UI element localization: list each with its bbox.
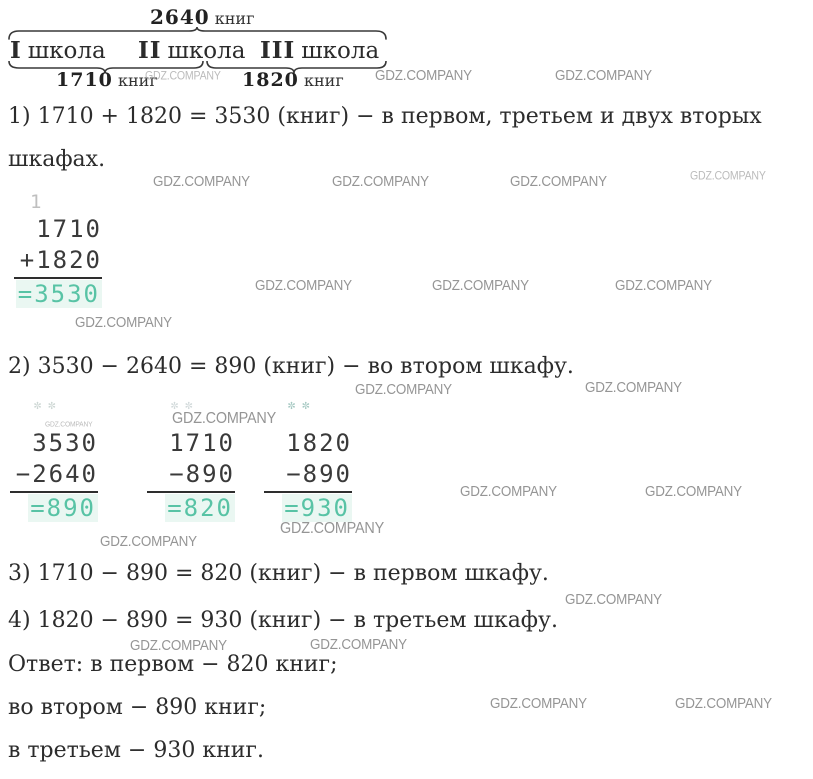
watermark: GDZ.COMPANY	[565, 590, 662, 607]
watermark: GDZ.COMPANY	[100, 532, 197, 549]
borrow-marks: ✼✼	[34, 398, 63, 412]
school-2-name: школа	[167, 38, 246, 64]
answer-line-2: во втором − 890 книг;	[8, 695, 267, 720]
watermark: GDZ.COMPANY	[490, 694, 587, 711]
watermark: GDZ.COMPANY	[645, 482, 742, 499]
subtraction-top: 1710	[169, 429, 235, 457]
subtraction-top: 1820	[286, 429, 352, 457]
watermark: GDZ.COMPANY	[45, 421, 93, 429]
subtraction-rule	[10, 491, 98, 493]
step-2-text: 2) 3530 − 2640 = 890 (книг) − во втором …	[8, 354, 574, 379]
subtraction-result: =890	[28, 494, 98, 522]
addition-operand: +1820	[19, 246, 102, 274]
brace-bottom-left	[8, 61, 204, 74]
step-4-text: 4) 1820 − 890 = 930 (книг) − в третьем ш…	[8, 608, 558, 633]
watermark: GDZ.COMPANY	[615, 276, 712, 293]
watermark: GDZ.COMPANY	[690, 170, 766, 183]
subtraction-rule	[264, 491, 352, 493]
watermark: GDZ.COMPANY	[510, 172, 607, 189]
school-1-numeral: I	[10, 37, 22, 64]
watermark: GDZ.COMPANY	[675, 694, 772, 711]
school-3-name: школа	[301, 38, 380, 64]
watermark: GDZ.COMPANY	[310, 635, 407, 652]
diagram-left-label: 1710 книг	[56, 69, 158, 91]
watermark: GDZ.COMPANY	[375, 66, 472, 83]
diagram-right-label: 1820 книг	[242, 69, 344, 91]
left-books-unit: книг	[117, 71, 158, 90]
answer-line-3: в третьем − 930 книг.	[8, 738, 264, 763]
right-books-unit: книг	[303, 71, 344, 90]
subtraction-result: =820	[165, 494, 235, 522]
brace-bottom-right	[206, 61, 387, 74]
subtraction-operand: −2640	[15, 460, 98, 488]
school-1-name: школа	[27, 38, 106, 64]
addition-top: 1710	[36, 215, 102, 243]
watermark: GDZ.COMPANY	[585, 378, 682, 395]
column-addition: 1 1710 +1820 =3530	[14, 190, 102, 310]
borrow-marks: ✼✼	[288, 398, 317, 412]
watermark: GDZ.COMPANY	[432, 276, 529, 293]
diagram-total-label: 2640 книг	[150, 5, 254, 29]
school-3-numeral: III	[260, 37, 296, 64]
subtraction-operand: −890	[286, 460, 352, 488]
answer-line-1: Ответ: в первом − 820 книг;	[8, 652, 338, 677]
step-3-text: 3) 1710 − 890 = 820 (книг) − в первом шк…	[8, 561, 549, 586]
subtraction-result: =930	[282, 494, 352, 522]
watermark: GDZ.COMPANY	[555, 66, 652, 83]
watermark: GDZ.COMPANY	[75, 313, 172, 330]
borrow-marks: ✼✼	[171, 398, 200, 412]
watermark: GDZ.COMPANY	[460, 482, 557, 499]
addition-rule	[14, 277, 102, 279]
carry-digit: 1	[30, 191, 43, 213]
school-2-numeral: II	[138, 37, 162, 64]
addition-result: =3530	[15, 280, 102, 308]
total-books-value: 2640	[150, 5, 210, 29]
step-1-text-cont: шкафах.	[8, 147, 106, 172]
brace-top	[8, 27, 387, 40]
step-1-text: 1) 1710 + 1820 = 3530 (книг) − в первом,…	[8, 104, 762, 129]
left-books-value: 1710	[56, 69, 113, 91]
column-subtraction-2: ✼✼ 1710 −890 =820	[147, 398, 235, 524]
school-3-label: III школа	[260, 37, 379, 64]
subtraction-operand: −890	[169, 460, 235, 488]
watermark: GDZ.COMPANY	[332, 172, 429, 189]
right-books-value: 1820	[242, 69, 299, 91]
watermark: GDZ.COMPANY	[280, 519, 385, 538]
watermark: GDZ.COMPANY	[172, 409, 277, 428]
watermark: GDZ.COMPANY	[255, 276, 352, 293]
column-subtraction-3: ✼✼ 1820 −890 =930	[264, 398, 352, 524]
watermark: GDZ.COMPANY	[145, 70, 221, 83]
watermark: GDZ.COMPANY	[355, 380, 452, 397]
column-subtraction-1: ✼✼ 3530 −2640 =890	[10, 398, 98, 524]
subtraction-rule	[147, 491, 235, 493]
watermark: GDZ.COMPANY	[130, 636, 227, 653]
watermark: GDZ.COMPANY	[153, 172, 250, 189]
total-books-unit: книг	[214, 9, 255, 28]
school-2-label: II школа	[138, 37, 245, 64]
subtraction-top: 3530	[32, 429, 98, 457]
